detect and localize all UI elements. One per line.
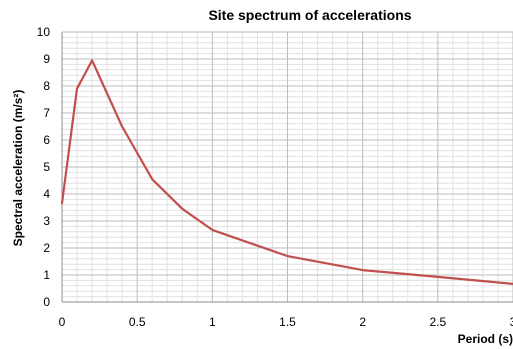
x-tick-label: 2	[359, 315, 366, 329]
y-tick-label: 9	[43, 52, 50, 66]
y-tick-label: 7	[43, 106, 50, 120]
x-tick-label: 0	[59, 315, 66, 329]
series-layer	[60, 59, 513, 285]
x-tick-label: 1.5	[279, 315, 296, 329]
grid	[62, 31, 513, 302]
x-tick-label: 0.5	[129, 315, 146, 329]
y-tick-label: 4	[43, 187, 50, 201]
x-tick-label: 3	[510, 315, 513, 329]
y-tick-label: 10	[37, 25, 51, 39]
y-tick-label: 2	[43, 241, 50, 255]
x-tick-label: 1	[209, 315, 216, 329]
series-line	[60, 59, 513, 285]
y-tick-label: 5	[43, 160, 50, 174]
y-tick-label: 1	[43, 268, 50, 282]
y-tick-label: 0	[43, 295, 50, 309]
y-axis-label: Spectral acceleration (m/s²)	[11, 90, 25, 247]
y-tick-label: 8	[43, 79, 50, 93]
y-tick-label: 3	[43, 214, 50, 228]
tick-labels: 0 1 2 3 4 5 6 7 8 9 10 0 0.5 1 1.5 2 2.5 3	[37, 25, 513, 329]
x-tick-label: 2.5	[429, 315, 446, 329]
y-tick-label: 6	[43, 133, 50, 147]
axes	[61, 32, 513, 303]
chart-title: Site spectrum of accelerations	[208, 7, 411, 23]
x-axis-label: Period (s)	[458, 332, 513, 346]
